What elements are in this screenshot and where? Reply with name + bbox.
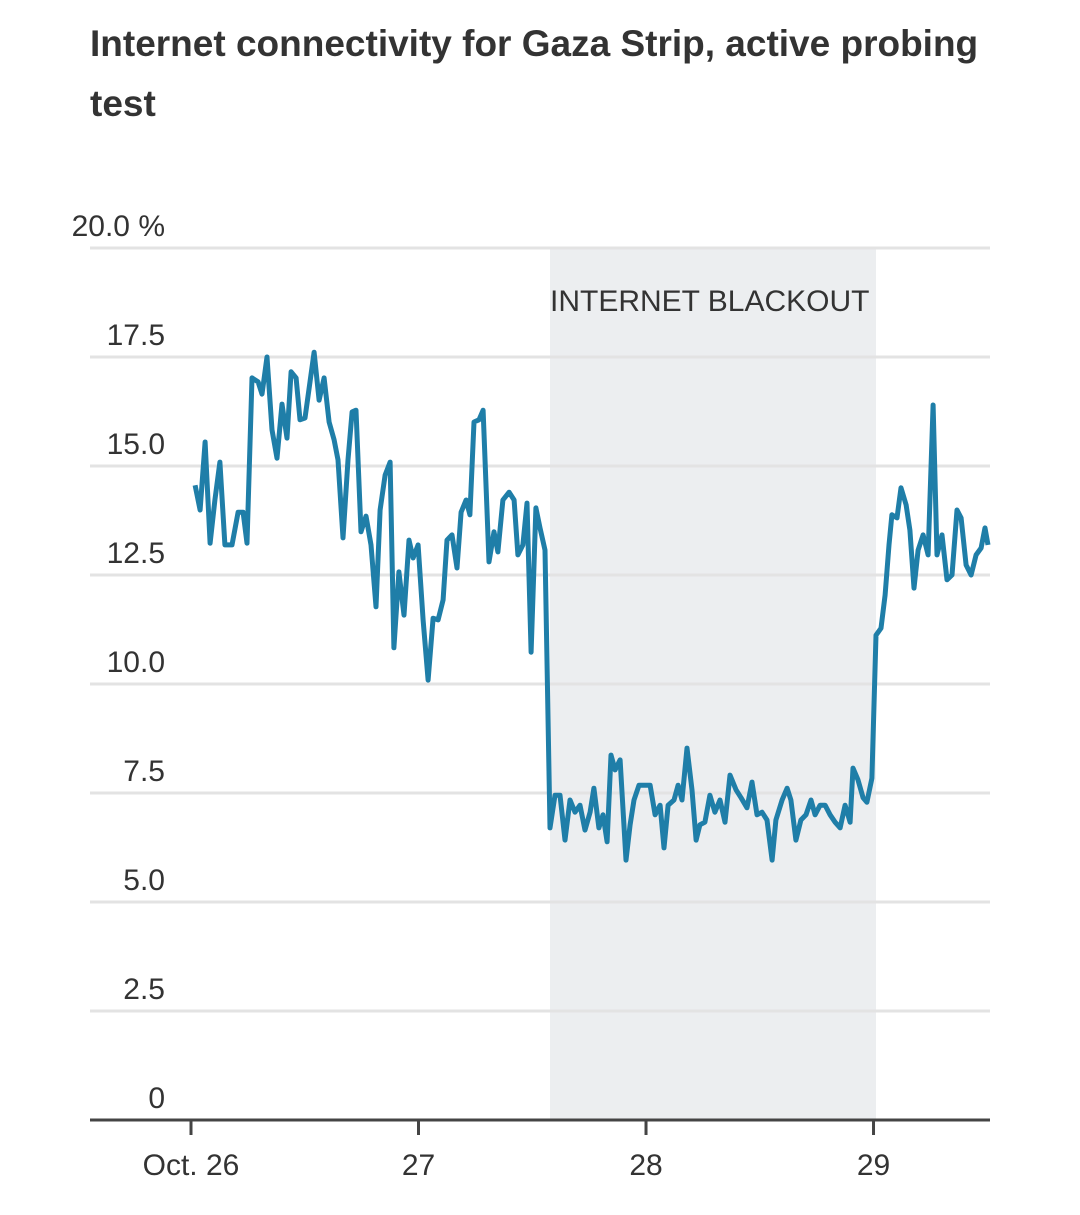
chart-title: Internet connectivity for Gaza Strip, ac… [90, 23, 979, 124]
y-tick-label: 5.0 [123, 864, 165, 897]
x-tick-label: Oct. 26 [143, 1149, 240, 1182]
y-tick-label: 2.5 [123, 973, 165, 1006]
x-tick-label: 28 [629, 1149, 662, 1182]
y-tick-label: 7.5 [123, 755, 165, 788]
y-tick-label: 15.0 [107, 428, 165, 461]
annotation: INTERNET BLACKOUT [550, 285, 870, 318]
y-tick-label: 12.5 [107, 537, 165, 570]
y-tick-label: 10.0 [107, 646, 165, 679]
data-line [192, 349, 991, 863]
y-tick-label: 0 [148, 1082, 165, 1115]
y-tick-label: 17.5 [107, 319, 165, 352]
x-tick-label: 29 [857, 1149, 890, 1182]
y-tick-label: 20.0 % [72, 210, 165, 243]
x-tick-label: 27 [402, 1149, 435, 1182]
